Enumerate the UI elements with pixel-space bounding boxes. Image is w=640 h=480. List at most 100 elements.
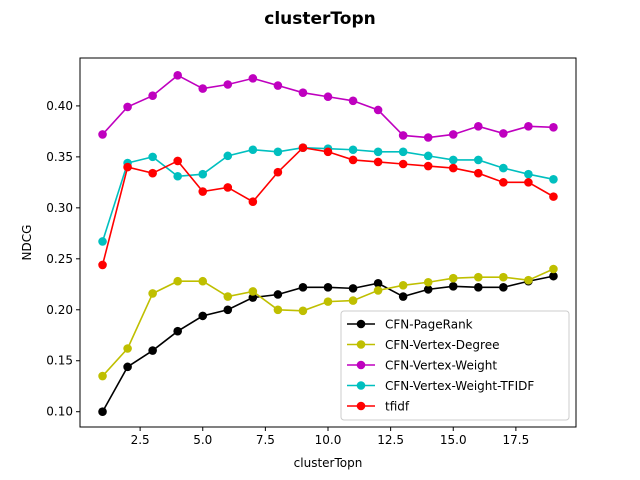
y-tick-label: 0.15 bbox=[46, 354, 73, 368]
data-point-tfidf bbox=[148, 168, 157, 178]
legend-label: CFN-Vertex-Weight-TFIDF bbox=[385, 379, 534, 393]
data-point-tfidf bbox=[98, 260, 107, 270]
x-tick-label: 2.5 bbox=[131, 433, 150, 447]
data-point-cfn-vertex-weight bbox=[549, 123, 558, 132]
data-point-cfn-vertex-weight bbox=[423, 133, 433, 142]
data-point-cfn-vertex-degree bbox=[549, 264, 558, 274]
data-point-tfidf bbox=[173, 156, 182, 166]
data-point-cfn-vertex-degree bbox=[248, 287, 258, 296]
y-tick-label: 0.30 bbox=[46, 201, 73, 215]
x-axis-ticks: 2.5 5.0 7.5 10.0 12.5 15.0 17.5 bbox=[131, 427, 530, 447]
legend-entry-cfn-vertex-weight: CFN-Vertex-Weight bbox=[347, 359, 497, 373]
legend-entry-cfn-vertex-weight-tfidf: CFN-Vertex-Weight-TFIDF bbox=[347, 379, 534, 393]
x-axis-label: clusterTopn bbox=[294, 456, 363, 470]
data-point-cfn-vertex-weight bbox=[248, 74, 258, 83]
y-tick-label: 0.35 bbox=[46, 150, 73, 164]
data-point-tfidf bbox=[474, 168, 483, 178]
data-point-cfn-vertex-weight-tfidf bbox=[98, 237, 107, 246]
data-point-cfn-vertex-degree bbox=[448, 273, 458, 283]
chart-title: clusterTopn bbox=[264, 9, 375, 29]
data-point-cfn-vertex-weight bbox=[273, 81, 283, 90]
data-point-tfidf bbox=[398, 159, 408, 169]
data-point-cfn-vertex-degree bbox=[98, 371, 107, 381]
data-point-cfn-pagerank bbox=[248, 293, 258, 302]
data-point-cfn-vertex-degree bbox=[373, 286, 383, 295]
data-point-cfn-vertex-degree bbox=[123, 344, 132, 353]
data-point-tfidf bbox=[423, 161, 433, 171]
data-point-tfidf bbox=[524, 178, 533, 187]
data-point-cfn-vertex-degree bbox=[323, 297, 333, 306]
data-point-cfn-pagerank bbox=[98, 407, 107, 417]
legend-entry-cfn-pagerank: CFN-PageRank bbox=[347, 318, 473, 332]
x-tick-label: 17.5 bbox=[503, 433, 530, 447]
data-point-tfidf bbox=[123, 162, 132, 172]
data-point-cfn-pagerank bbox=[448, 282, 458, 291]
data-point-cfn-vertex-weight-tfidf bbox=[448, 155, 458, 165]
legend-label: tfidf bbox=[385, 400, 410, 414]
data-point-cfn-vertex-weight-tfidf bbox=[423, 151, 433, 161]
legend-entry-cfn-vertex-degree: CFN-Vertex-Degree bbox=[347, 338, 499, 352]
data-point-cfn-vertex-weight bbox=[298, 88, 308, 97]
data-point-cfn-vertex-degree bbox=[524, 275, 533, 285]
data-point-cfn-pagerank bbox=[423, 285, 433, 294]
data-point-cfn-vertex-degree bbox=[223, 292, 233, 301]
data-point-cfn-vertex-weight-tfidf bbox=[474, 155, 483, 165]
data-point-tfidf bbox=[298, 143, 308, 153]
data-point-cfn-vertex-weight-tfidf bbox=[398, 147, 408, 157]
data-point-cfn-vertex-weight-tfidf bbox=[273, 147, 283, 157]
data-point-tfidf bbox=[248, 197, 258, 207]
y-tick-label: 0.40 bbox=[46, 99, 73, 113]
data-point-cfn-vertex-weight-tfidf bbox=[348, 145, 358, 155]
data-point-cfn-pagerank bbox=[148, 346, 157, 355]
data-point-cfn-vertex-weight-tfidf bbox=[223, 151, 233, 161]
data-point-cfn-vertex-weight bbox=[98, 130, 107, 139]
data-point-tfidf bbox=[323, 147, 333, 157]
legend-swatch-marker bbox=[356, 340, 366, 349]
data-point-tfidf bbox=[273, 167, 283, 177]
data-point-tfidf bbox=[549, 192, 558, 201]
data-point-cfn-pagerank bbox=[373, 278, 383, 288]
data-point-cfn-vertex-weight bbox=[448, 130, 458, 139]
data-point-cfn-vertex-degree bbox=[198, 276, 208, 286]
data-point-cfn-vertex-weight-tfidf bbox=[499, 163, 508, 173]
data-point-cfn-vertex-degree bbox=[499, 272, 508, 282]
y-tick-label: 0.20 bbox=[46, 303, 73, 317]
series-layer bbox=[98, 71, 558, 417]
data-point-cfn-vertex-weight bbox=[474, 121, 483, 131]
x-tick-label: 7.5 bbox=[256, 433, 275, 447]
series-cfn-vertex-weight bbox=[98, 71, 558, 142]
data-point-cfn-pagerank bbox=[323, 283, 333, 292]
data-point-cfn-pagerank bbox=[273, 290, 283, 299]
legend-box bbox=[340, 310, 570, 421]
data-point-cfn-vertex-degree bbox=[398, 281, 408, 290]
legend-swatch-marker bbox=[356, 401, 366, 411]
data-point-cfn-pagerank bbox=[198, 311, 208, 321]
data-point-cfn-vertex-degree bbox=[474, 272, 483, 282]
data-point-tfidf bbox=[198, 187, 208, 196]
x-tick-label: 12.5 bbox=[377, 433, 404, 447]
x-tick-label: 15.0 bbox=[440, 433, 467, 447]
data-point-cfn-vertex-weight bbox=[524, 121, 533, 131]
legend-label: CFN-Vertex-Degree bbox=[385, 338, 499, 352]
data-point-cfn-vertex-degree bbox=[273, 305, 283, 315]
data-point-cfn-vertex-weight bbox=[198, 84, 208, 93]
data-point-tfidf bbox=[223, 183, 233, 192]
series-cfn-vertex-degree bbox=[98, 264, 558, 381]
data-point-cfn-vertex-weight bbox=[499, 129, 508, 138]
data-point-cfn-vertex-weight bbox=[348, 96, 358, 106]
data-point-cfn-vertex-weight bbox=[373, 105, 383, 115]
legend-swatch-marker bbox=[356, 319, 366, 329]
data-point-tfidf bbox=[499, 178, 508, 187]
y-tick-label: 0.10 bbox=[46, 405, 73, 419]
data-point-cfn-pagerank bbox=[298, 283, 308, 292]
data-point-cfn-vertex-degree bbox=[148, 289, 157, 298]
legend-swatch-marker bbox=[356, 360, 366, 370]
series-cfn-pagerank bbox=[98, 271, 558, 417]
data-point-cfn-vertex-weight-tfidf bbox=[198, 169, 208, 179]
data-point-cfn-pagerank bbox=[398, 292, 408, 301]
data-point-cfn-vertex-weight bbox=[223, 80, 233, 89]
data-point-cfn-vertex-degree bbox=[298, 306, 308, 316]
data-point-cfn-vertex-weight-tfidf bbox=[524, 169, 533, 179]
y-axis-label: NDCG bbox=[20, 225, 34, 261]
data-point-cfn-vertex-weight bbox=[148, 91, 157, 101]
